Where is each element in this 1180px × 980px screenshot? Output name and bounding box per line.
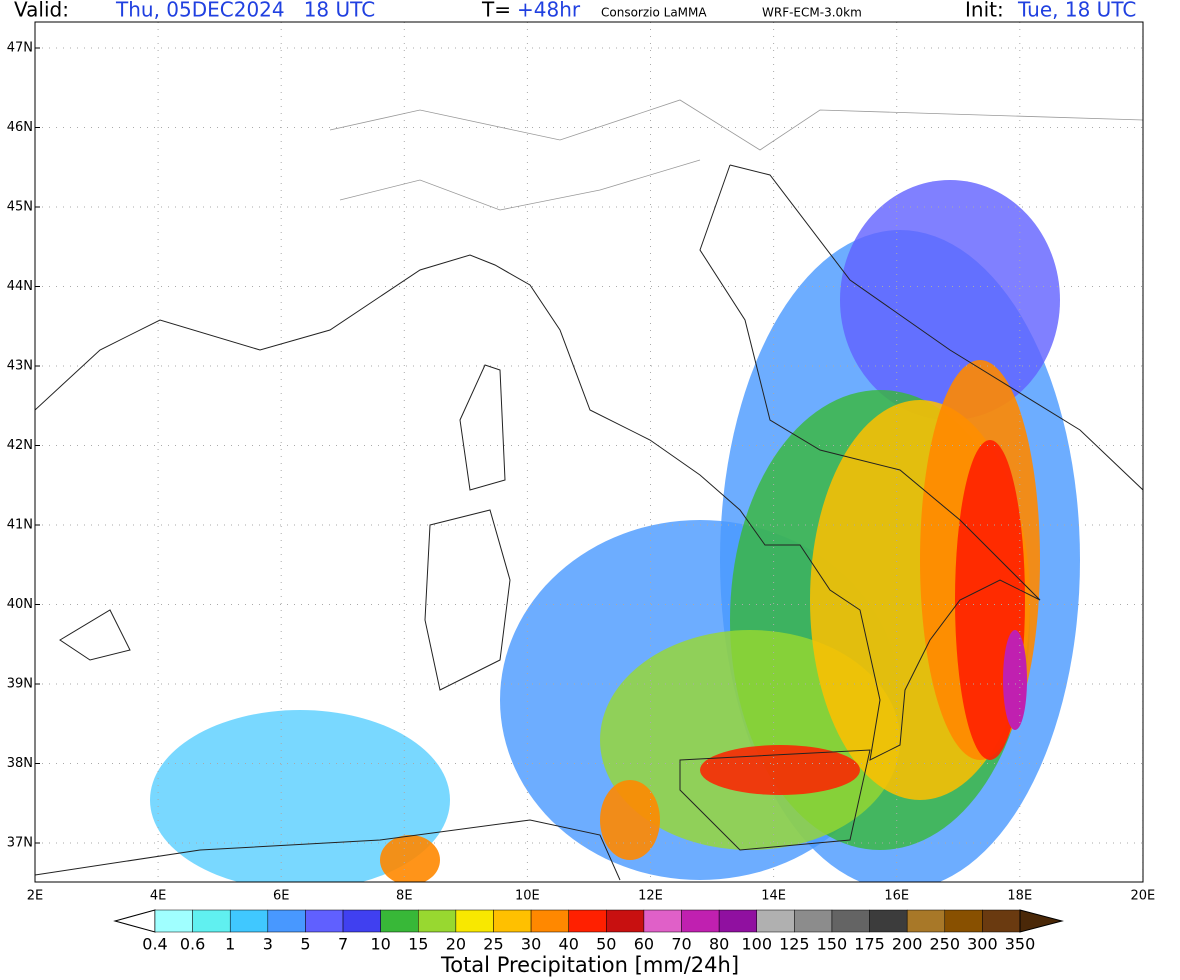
colorbar-label: 50	[596, 935, 616, 954]
colorbar-label: 25	[483, 935, 503, 954]
colorbar-label: 250	[930, 935, 961, 954]
valid-label: Valid:	[14, 0, 69, 22]
lat-label: 39N	[7, 677, 33, 692]
colorbar-label: 100	[741, 935, 772, 954]
colorbar: 0.4 0.6 1 3 5 7 10 15 20 25 30 40 50 60 70 80 100 125 150 1…	[113, 909, 1064, 954]
init-label: Init:	[965, 0, 1004, 22]
colorbar-label: 60	[634, 935, 654, 954]
lead-label: T=	[481, 0, 511, 22]
color-swatch	[493, 909, 532, 933]
colorbar-label: 0.4	[142, 935, 167, 954]
color-swatch	[229, 909, 269, 933]
coastlines	[35, 99, 1143, 881]
colorbar-label: 70	[671, 935, 691, 954]
source: Consorzio LaMMA	[601, 6, 707, 20]
lon-label: 14E	[761, 889, 786, 904]
init-time: Tue, 18 UTC	[1017, 0, 1136, 22]
map-frame	[34, 21, 1144, 883]
color-swatch	[192, 909, 231, 933]
lat-label: 41N	[7, 518, 33, 533]
color-swatch	[718, 909, 757, 933]
color-swatch	[154, 909, 193, 933]
colorbar-label: 0.6	[180, 935, 205, 954]
lead-time: +48hr	[517, 0, 581, 22]
color-swatch	[831, 909, 870, 933]
colorbar-label: 80	[709, 935, 729, 954]
color-swatch	[606, 909, 645, 933]
color-swatch	[643, 909, 682, 933]
color-swatch	[380, 909, 419, 933]
grid: 47N 46N 45N 44N 43N 42N 41N 40N 39N 38N 37N 2E 4E 6E 8…	[7, 22, 1156, 904]
colorbar-label: 175	[854, 935, 885, 954]
colorbar-label: 15	[408, 935, 428, 954]
color-swatch	[568, 909, 607, 933]
lon-label: 18E	[1007, 889, 1032, 904]
colorbar-label: 125	[779, 935, 810, 954]
color-swatch	[267, 909, 306, 933]
lat-label: 44N	[7, 279, 33, 294]
color-swatch	[305, 909, 344, 933]
color-swatch	[869, 909, 908, 933]
lat-label: 43N	[7, 359, 33, 374]
color-swatch	[982, 909, 1021, 933]
color-swatch	[530, 909, 569, 933]
colorbar-label: 3	[263, 935, 273, 954]
colorbar-label: 1	[225, 935, 235, 954]
color-swatch	[681, 909, 720, 933]
lon-label: 4E	[150, 889, 167, 904]
lat-label: 40N	[7, 597, 33, 612]
colorbar-label: 300	[967, 935, 998, 954]
lon-label: 2E	[27, 889, 44, 904]
precip-field	[150, 180, 1080, 882]
color-swatch	[756, 909, 795, 933]
colorbar-label: 10	[370, 935, 390, 954]
color-swatch	[418, 909, 457, 933]
lon-label: 6E	[273, 889, 290, 904]
lon-label: 16E	[884, 889, 909, 904]
lat-label: 45N	[7, 200, 33, 215]
over-triangle	[1019, 909, 1064, 933]
lon-label: 12E	[638, 889, 663, 904]
lon-label: 8E	[396, 889, 413, 904]
lat-label: 37N	[7, 836, 33, 851]
colorbar-label: 200	[892, 935, 923, 954]
model: WRF-ECM-3.0km	[762, 6, 862, 20]
color-swatch	[455, 909, 494, 933]
under-triangle	[113, 909, 156, 933]
lat-label: 47N	[7, 41, 33, 56]
color-swatch	[944, 909, 983, 933]
color-swatch	[342, 909, 381, 933]
valid-time: Thu, 05DEC2024 18 UTC	[115, 0, 375, 22]
colorbar-label: 40	[559, 935, 579, 954]
colorbar-label: 5	[300, 935, 310, 954]
colorbar-label: 350	[1005, 935, 1036, 954]
color-swatch	[794, 909, 833, 933]
colorbar-label: 30	[521, 935, 541, 954]
lon-label: 10E	[515, 889, 540, 904]
colorbar-label: 20	[446, 935, 466, 954]
color-swatch	[906, 909, 946, 933]
colorbar-title: Total Precipitation [mm/24h]	[440, 953, 739, 977]
lat-label: 38N	[7, 756, 33, 771]
lat-label: 42N	[7, 438, 33, 453]
colorbar-label: 7	[338, 935, 348, 954]
colorbar-label: 150	[817, 935, 848, 954]
lon-label: 20E	[1131, 889, 1156, 904]
lat-label: 46N	[7, 120, 33, 135]
